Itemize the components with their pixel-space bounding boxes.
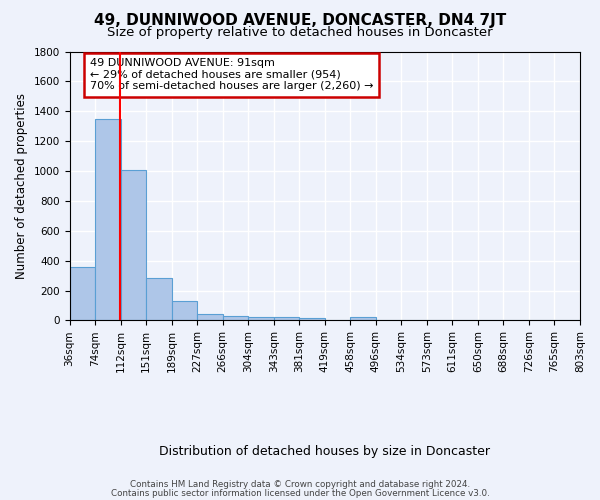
- Bar: [197, 314, 223, 320]
- Text: 49, DUNNIWOOD AVENUE, DONCASTER, DN4 7JT: 49, DUNNIWOOD AVENUE, DONCASTER, DN4 7JT: [94, 12, 506, 28]
- Bar: [172, 301, 197, 320]
- Text: 49 DUNNIWOOD AVENUE: 91sqm
← 29% of detached houses are smaller (954)
70% of sem: 49 DUNNIWOOD AVENUE: 91sqm ← 29% of deta…: [90, 58, 373, 92]
- Bar: [121, 170, 146, 320]
- Text: Contains HM Land Registry data © Crown copyright and database right 2024.: Contains HM Land Registry data © Crown c…: [130, 480, 470, 489]
- Bar: [70, 268, 95, 320]
- Bar: [350, 318, 376, 320]
- Bar: [274, 318, 299, 320]
- Bar: [299, 318, 325, 320]
- Text: Size of property relative to detached houses in Doncaster: Size of property relative to detached ho…: [107, 26, 493, 39]
- X-axis label: Distribution of detached houses by size in Doncaster: Distribution of detached houses by size …: [159, 444, 490, 458]
- Bar: [95, 118, 121, 320]
- Bar: [248, 316, 274, 320]
- Bar: [223, 316, 248, 320]
- Y-axis label: Number of detached properties: Number of detached properties: [15, 93, 28, 279]
- Bar: [146, 278, 172, 320]
- Text: Contains public sector information licensed under the Open Government Licence v3: Contains public sector information licen…: [110, 488, 490, 498]
